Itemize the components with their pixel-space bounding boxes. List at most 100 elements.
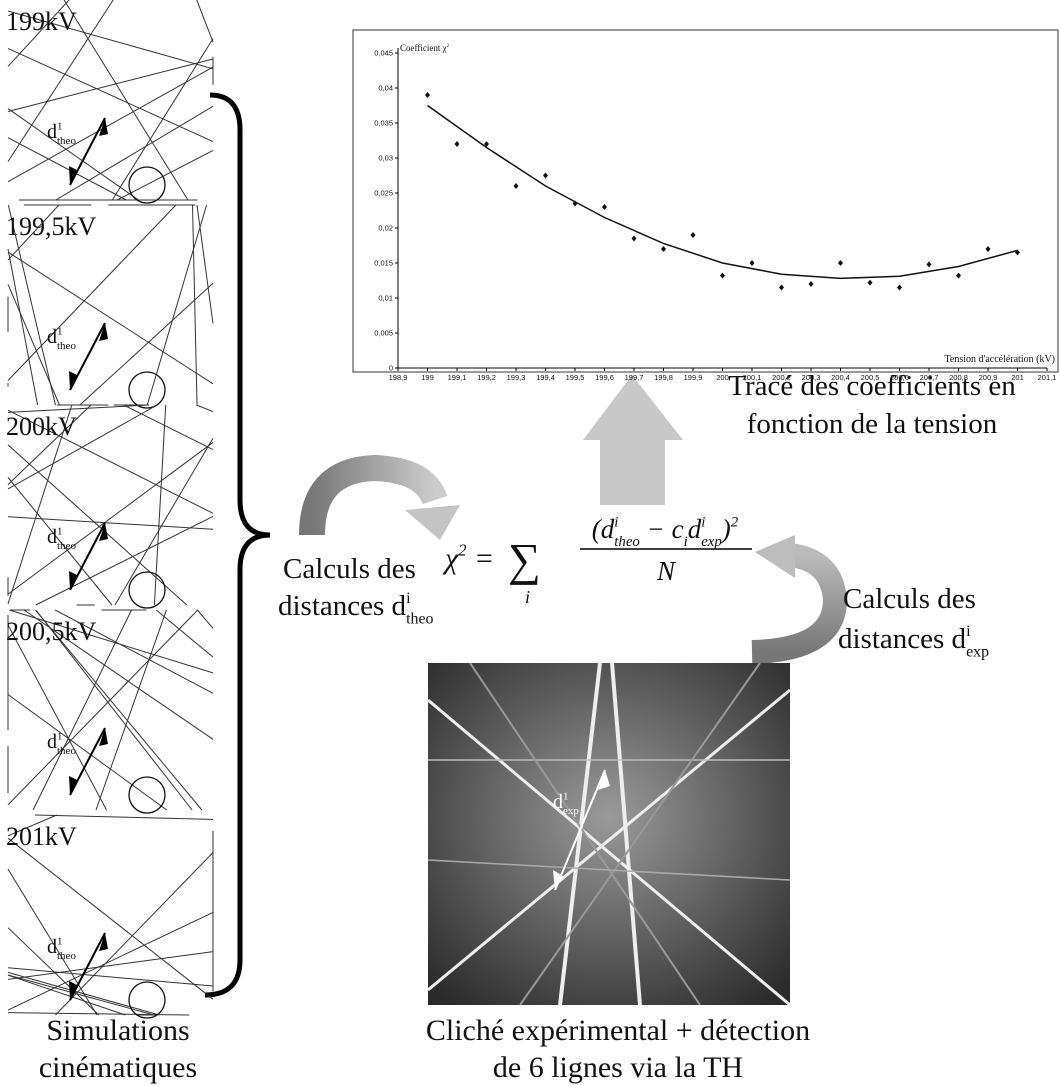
text-segment: i <box>406 590 411 607</box>
simulated-line <box>7 404 158 490</box>
simulated-line <box>63 0 189 201</box>
data-point <box>690 232 696 238</box>
chart-frame <box>352 29 1059 373</box>
data-point <box>543 172 548 179</box>
simulated-line <box>9 609 214 674</box>
kikuchi-lines <box>428 663 790 1005</box>
text-segment: d <box>47 936 57 958</box>
text-segment: 1 <box>57 936 63 948</box>
simulated-line <box>7 694 168 811</box>
text-segment: theo <box>57 950 76 962</box>
formula-lhs: χ2 = <box>442 540 494 575</box>
caption: Simulations <box>46 1014 189 1047</box>
arrow-head <box>99 933 108 951</box>
simulated-line <box>7 951 214 980</box>
simulated-line <box>7 0 70 67</box>
distance-arrow <box>69 727 106 796</box>
y-tick-label: 0,01 <box>378 294 393 303</box>
x-tick-label: 199,5 <box>566 373 585 382</box>
formula-numerator: (di theo − cidi exp)2 <box>592 514 739 550</box>
x-tick-label: 200,7 <box>920 373 939 382</box>
data-point <box>661 246 666 252</box>
y-axis-title: Coefficient χ2 <box>400 43 450 53</box>
simulated-line <box>32 609 132 811</box>
data-point <box>779 284 784 291</box>
formula-index: i <box>525 587 530 607</box>
text-segment: Coefficient <box>400 43 443 53</box>
arrow-head <box>99 728 108 746</box>
simulated-line <box>7 0 114 162</box>
text-segment: exp <box>563 805 579 817</box>
x-tick-label: 201,1 <box>1038 373 1057 382</box>
simulated-line <box>111 38 214 201</box>
y-tick-label: 0,015 <box>374 259 393 268</box>
simulated-line <box>35 609 193 811</box>
simulated-line <box>7 404 73 604</box>
simulated-line <box>7 47 214 143</box>
text-segment: 1 <box>57 326 63 338</box>
simulated-line <box>7 137 127 201</box>
distance-arrow <box>554 769 606 891</box>
arrow-head <box>99 118 108 136</box>
data-point <box>985 246 991 252</box>
simulated-line <box>7 66 214 183</box>
simulated-line <box>35 609 203 811</box>
data-point <box>897 284 902 291</box>
caption: Cliché expérimental + détection <box>426 1014 810 1047</box>
x-tick-label: 199,6 <box>595 373 614 382</box>
simulated-line <box>7 58 214 112</box>
y-tick-label: 0,03 <box>378 154 393 163</box>
x-tick-label: 199,2 <box>477 373 496 382</box>
arrow-head <box>598 770 610 790</box>
arrow-head <box>553 870 563 890</box>
simulated-line <box>196 204 214 324</box>
simulated-line <box>54 609 214 694</box>
distance-label: d1 theo <box>47 526 76 552</box>
simulated-line <box>35 516 214 606</box>
distance-arrow <box>69 322 106 391</box>
text-segment: = <box>466 542 494 575</box>
text-segment: theo <box>57 745 76 757</box>
data-point <box>425 92 430 98</box>
band <box>428 688 790 992</box>
arrow-head <box>99 523 108 541</box>
distance-arrow <box>69 117 106 186</box>
x-tick-label: 200,6 <box>890 373 909 382</box>
panel-label: 200kV <box>6 412 77 441</box>
data-point <box>749 260 755 266</box>
text-segment: exp <box>701 534 722 550</box>
simulated-circle <box>128 571 166 609</box>
data-point <box>513 183 519 189</box>
x-tick-label: 199,4 <box>536 373 555 382</box>
x-tick-label: 198,9 <box>389 373 408 382</box>
simulated-line <box>7 10 214 70</box>
x-tick-label: 200,1 <box>743 373 762 382</box>
calc-text: Calculs des <box>283 553 416 585</box>
text-segment: exp <box>966 644 989 661</box>
text-segment: i <box>701 515 705 531</box>
x-tick-label: 200,2 <box>772 373 791 382</box>
data-point <box>926 261 932 268</box>
data-point <box>956 272 961 279</box>
text-segment: d <box>47 731 57 753</box>
text-segment: distances d <box>278 590 407 622</box>
simulated-line <box>7 409 214 514</box>
image-background <box>428 663 790 1005</box>
text-segment: d <box>47 526 57 548</box>
simulated-line <box>95 609 167 811</box>
simulated-line <box>7 624 107 811</box>
text-segment: 2 <box>731 515 739 531</box>
arrow-head <box>69 166 77 185</box>
text-segment: d <box>553 791 563 813</box>
band <box>558 663 602 1005</box>
simulated-line <box>7 404 150 413</box>
simulated-line <box>7 477 113 606</box>
text-segment: Calculs des <box>283 553 416 585</box>
caption: de 6 lignes via la TH <box>493 1051 743 1084</box>
simulated-line <box>196 0 214 43</box>
text-segment: 2 <box>458 540 466 559</box>
simulated-line <box>7 251 214 385</box>
x-tick-label: 199,3 <box>507 373 526 382</box>
simulated-line <box>7 609 199 806</box>
